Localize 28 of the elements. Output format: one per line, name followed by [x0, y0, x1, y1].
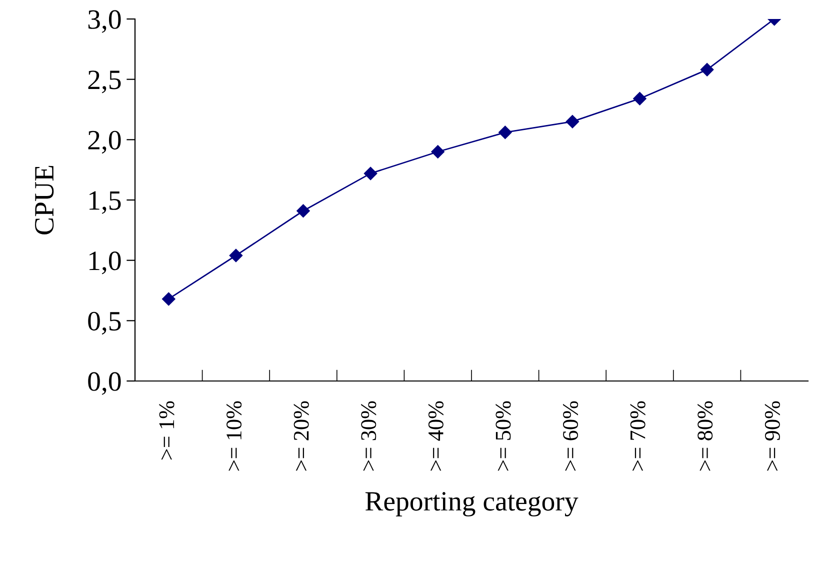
point — [566, 114, 580, 128]
point — [498, 126, 512, 140]
point — [700, 63, 714, 76]
x-axis-title: Reporting category — [365, 492, 578, 516]
point — [633, 92, 646, 106]
x-tick-label: >= 10% — [226, 401, 242, 471]
y-tick-label: 0,5 — [88, 312, 121, 335]
y-tick-label: 2,0 — [88, 130, 121, 154]
x-tick-label: >= 90% — [764, 401, 780, 471]
point — [162, 292, 176, 306]
x-tick-label: >= 80% — [698, 401, 713, 471]
x-tick-label: >= 40% — [428, 401, 444, 471]
x-tick-label: >= 50% — [496, 401, 511, 471]
x-tick-label: >= 60% — [563, 401, 578, 471]
y-tick-label: 1,0 — [90, 252, 121, 274]
y-tick-label: 0,0 — [88, 372, 121, 395]
y-tick-label: 1,5 — [90, 191, 121, 214]
x-tick-label: >= 20% — [294, 401, 309, 471]
point — [296, 204, 310, 218]
x-tick-label: >= 30% — [361, 401, 376, 471]
x-tick-label: >= 1% — [159, 401, 174, 460]
y-tick-label: 3,0 — [88, 10, 121, 33]
point — [364, 166, 378, 180]
y-tick-label: 2,5 — [88, 70, 121, 94]
y-axis-title: CPUE — [34, 166, 54, 234]
point — [229, 248, 243, 262]
point — [431, 145, 444, 158]
x-tick-label: >= 70% — [630, 401, 646, 471]
